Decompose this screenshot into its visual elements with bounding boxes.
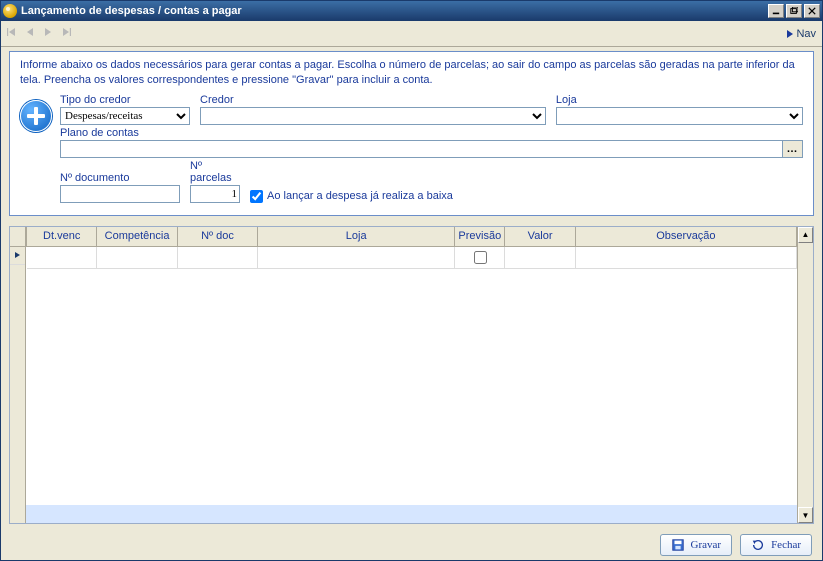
nav-next-icon[interactable]: [43, 27, 53, 40]
save-icon: [671, 538, 685, 552]
grid-column-header[interactable]: Previsão: [455, 227, 505, 247]
titlebar: Lançamento de despesas / contas a pagar: [1, 1, 822, 21]
close-button-footer[interactable]: Fechar: [740, 534, 812, 556]
grid-selection-bar: [26, 505, 797, 523]
minimize-button[interactable]: [768, 4, 784, 18]
realiza-baixa-label: Ao lançar a despesa já realiza a baixa: [267, 190, 453, 202]
app-window: Lançamento de despesas / contas a pagar …: [0, 0, 823, 561]
window-controls: [768, 4, 820, 18]
plano-contas-label: Plano de contas: [60, 127, 803, 139]
instructions-text: Informe abaixo os dados necessários para…: [20, 58, 803, 88]
grid-row-gutter: [10, 227, 26, 523]
tipo-credor-label: Tipo do credor: [60, 94, 190, 106]
scroll-up-button[interactable]: ▲: [798, 227, 813, 243]
nav-toolbar: Nav: [1, 21, 822, 47]
nav-play-icon: [786, 29, 794, 39]
save-button-label: Gravar: [691, 539, 722, 551]
plano-contas-lookup-button[interactable]: …: [783, 140, 803, 158]
previsao-checkbox[interactable]: [474, 251, 487, 264]
nav-last-icon[interactable]: [61, 27, 71, 40]
num-parcelas-input[interactable]: [190, 185, 240, 203]
grid-column-header[interactable]: Dt.venc: [27, 227, 97, 247]
loja-label: Loja: [556, 94, 803, 106]
loja-select[interactable]: [556, 107, 803, 125]
grid-row-indicator[interactable]: [10, 247, 25, 265]
parcels-grid: Dt.vencCompetênciaNº docLojaPrevisãoValo…: [9, 226, 814, 524]
credor-select[interactable]: [200, 107, 546, 125]
num-parcelas-label: Nº parcelas: [190, 160, 240, 184]
nav-link[interactable]: Nav: [786, 28, 816, 40]
content-area: Informe abaixo os dados necessários para…: [1, 47, 822, 530]
plano-contas-input[interactable]: [60, 140, 783, 158]
add-icon: [20, 100, 52, 132]
credor-label: Credor: [200, 94, 546, 106]
num-documento-label: Nº documento: [60, 172, 180, 184]
nav-first-icon[interactable]: [7, 27, 17, 40]
close-button-label: Fechar: [771, 539, 801, 551]
form-panel: Informe abaixo os dados necessários para…: [9, 51, 814, 216]
grid-column-header[interactable]: Nº doc: [177, 227, 257, 247]
save-button[interactable]: Gravar: [660, 534, 733, 556]
app-icon: [3, 4, 17, 18]
grid-vertical-scrollbar[interactable]: ▲ ▼: [797, 227, 813, 523]
num-documento-input[interactable]: [60, 185, 180, 203]
close-arrow-icon: [751, 538, 765, 552]
realiza-baixa-checkbox[interactable]: [250, 190, 263, 203]
window-title: Lançamento de despesas / contas a pagar: [21, 5, 768, 17]
close-button[interactable]: [804, 4, 820, 18]
tipo-credor-select[interactable]: Despesas/receitas: [60, 107, 190, 125]
grid-column-header[interactable]: Loja: [258, 227, 455, 247]
footer-bar: Gravar Fechar: [1, 530, 822, 560]
nav-link-label: Nav: [796, 28, 816, 40]
grid-column-header[interactable]: Valor: [505, 227, 575, 247]
restore-button[interactable]: [786, 4, 802, 18]
grid-column-header[interactable]: Competência: [97, 227, 177, 247]
grid-column-header[interactable]: Observação: [575, 227, 796, 247]
table-row[interactable]: [27, 247, 797, 269]
scroll-down-button[interactable]: ▼: [798, 507, 813, 523]
grid-table: Dt.vencCompetênciaNº docLojaPrevisãoValo…: [26, 227, 797, 270]
nav-prev-icon[interactable]: [25, 27, 35, 40]
